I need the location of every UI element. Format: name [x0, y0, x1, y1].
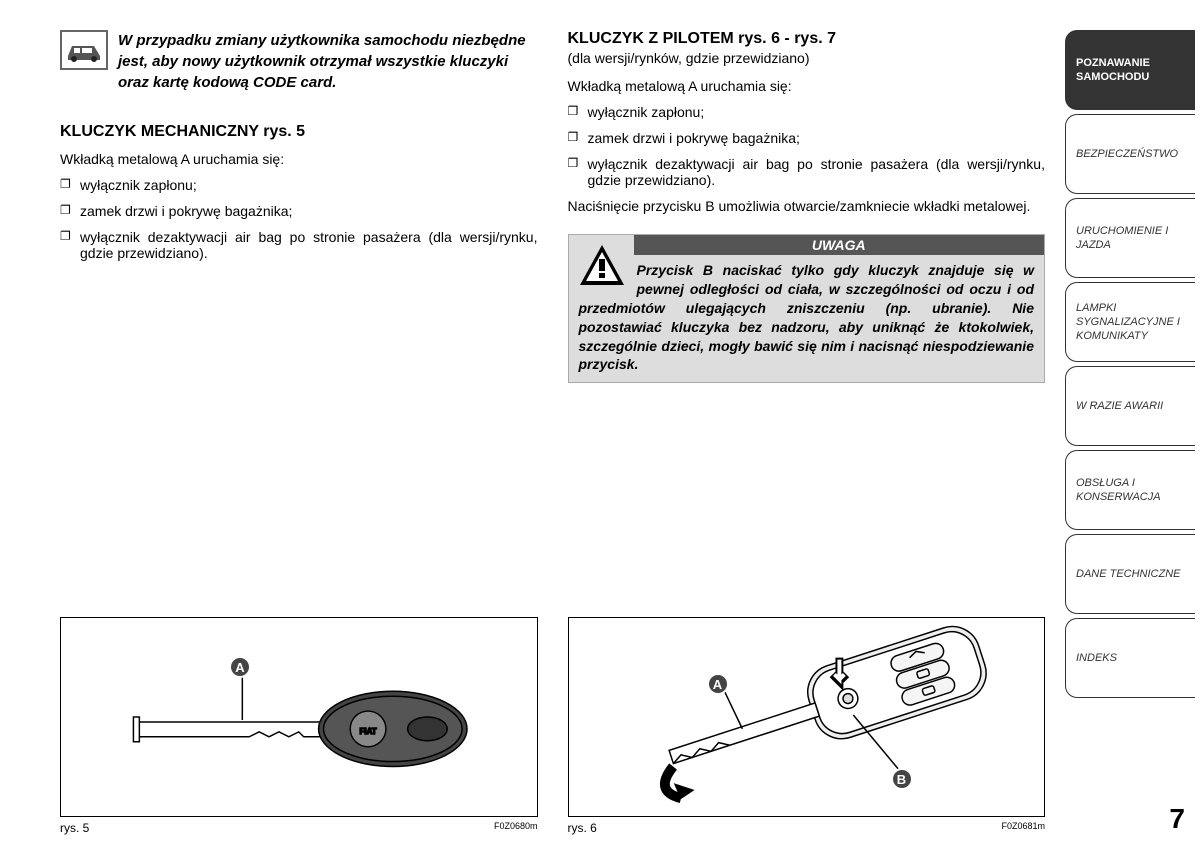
tab-label: POZNAWANIE SAMOCHODU	[1076, 56, 1195, 85]
tab-awaria[interactable]: W RAZIE AWARII	[1065, 366, 1195, 446]
fig-code: F0Z0681m	[1001, 821, 1045, 835]
tab-dane[interactable]: DANE TECHNICZNE	[1065, 534, 1195, 614]
right-subheading: (dla wersji/rynków, gdzie przewidziano)	[568, 50, 1046, 66]
car-warning-icon	[60, 30, 108, 70]
tab-label: BEZPIECZEŃSTWO	[1076, 147, 1178, 161]
attention-title: UWAGA	[634, 235, 1045, 255]
left-heading: KLUCZYK MECHANICZNY rys. 5	[60, 123, 538, 141]
attention-body: Przycisk B naciskać tylko gdy kluczyk zn…	[579, 262, 1035, 372]
tab-bezpieczenstwo[interactable]: BEZPIECZEŃSTWO	[1065, 114, 1195, 194]
tab-lampki[interactable]: LAMPKI SYGNALIZACYJNE I KOMUNIKATY	[1065, 282, 1195, 362]
fig-code: F0Z0680m	[494, 821, 538, 835]
figure-5-container: FIAT A rys. 5 F0Z0680m	[60, 597, 538, 835]
tab-indeks[interactable]: INDEKS	[1065, 618, 1195, 698]
list-item: zamek drzwi i pokrywę bagażnika;	[60, 203, 538, 219]
tab-label: OBSŁUGA I KONSERWACJA	[1076, 476, 1195, 505]
list-item: wyłącznik dezaktywacji air bag po stroni…	[568, 156, 1046, 188]
marker-b: B	[891, 768, 913, 790]
page-number: 7	[1169, 803, 1185, 835]
sidebar-tabs: POZNAWANIE SAMOCHODU BEZPIECZEŃSTWO URUC…	[1065, 0, 1200, 845]
fig-label: rys. 6	[568, 821, 597, 835]
right-note: Naciśnięcie przycisku B umożliwia otwarc…	[568, 198, 1046, 214]
warning-box: W przypadku zmiany użytkownika samochodu…	[60, 30, 538, 93]
content-area: W przypadku zmiany użytkownika samochodu…	[0, 0, 1065, 845]
tab-label: INDEKS	[1076, 651, 1117, 665]
figure-6-container: A B rys. 6 F0Z0681m	[568, 597, 1046, 835]
marker-a: A	[229, 656, 251, 678]
tab-uruchomienie[interactable]: URUCHOMIENIE I JAZDA	[1065, 198, 1195, 278]
tab-poznawanie[interactable]: POZNAWANIE SAMOCHODU	[1065, 30, 1195, 110]
right-heading: KLUCZYK Z PILOTEM rys. 6 - rys. 7	[568, 30, 1046, 48]
figure-5-caption: rys. 5 F0Z0680m	[60, 821, 538, 835]
warning-text: W przypadku zmiany użytkownika samochodu…	[118, 30, 538, 93]
figure-5: FIAT A	[60, 617, 538, 817]
tab-label: URUCHOMIENIE I JAZDA	[1076, 224, 1195, 253]
marker-a: A	[707, 673, 729, 695]
list-item: wyłącznik dezaktywacji air bag po stroni…	[60, 229, 538, 261]
tab-obsluga[interactable]: OBSŁUGA I KONSERWACJA	[1065, 450, 1195, 530]
attention-box: UWAGA Przycisk B naciskać tylko gdy kluc…	[568, 234, 1046, 383]
left-intro: Wkładką metalową A uruchamia się:	[60, 151, 538, 167]
tab-label: DANE TECHNICZNE	[1076, 567, 1181, 581]
list-item: wyłącznik zapłonu;	[568, 104, 1046, 120]
right-column: KLUCZYK Z PILOTEM rys. 6 - rys. 7 (dla w…	[568, 30, 1046, 835]
left-column: W przypadku zmiany użytkownika samochodu…	[60, 30, 538, 835]
list-item: zamek drzwi i pokrywę bagażnika;	[568, 130, 1046, 146]
page: W przypadku zmiany użytkownika samochodu…	[0, 0, 1200, 845]
figure-6: A B	[568, 617, 1046, 817]
fig-label: rys. 5	[60, 821, 89, 835]
triangle-warning-icon	[577, 243, 627, 288]
svg-text:FIAT: FIAT	[360, 727, 377, 736]
tab-label: LAMPKI SYGNALIZACYJNE I KOMUNIKATY	[1076, 301, 1195, 344]
right-intro: Wkładką metalową A uruchamia się:	[568, 78, 1046, 94]
list-item: wyłącznik zapłonu;	[60, 177, 538, 193]
figure-6-caption: rys. 6 F0Z0681m	[568, 821, 1046, 835]
attention-text: Przycisk B naciskać tylko gdy kluczyk zn…	[579, 261, 1035, 374]
tab-label: W RAZIE AWARII	[1076, 399, 1163, 413]
